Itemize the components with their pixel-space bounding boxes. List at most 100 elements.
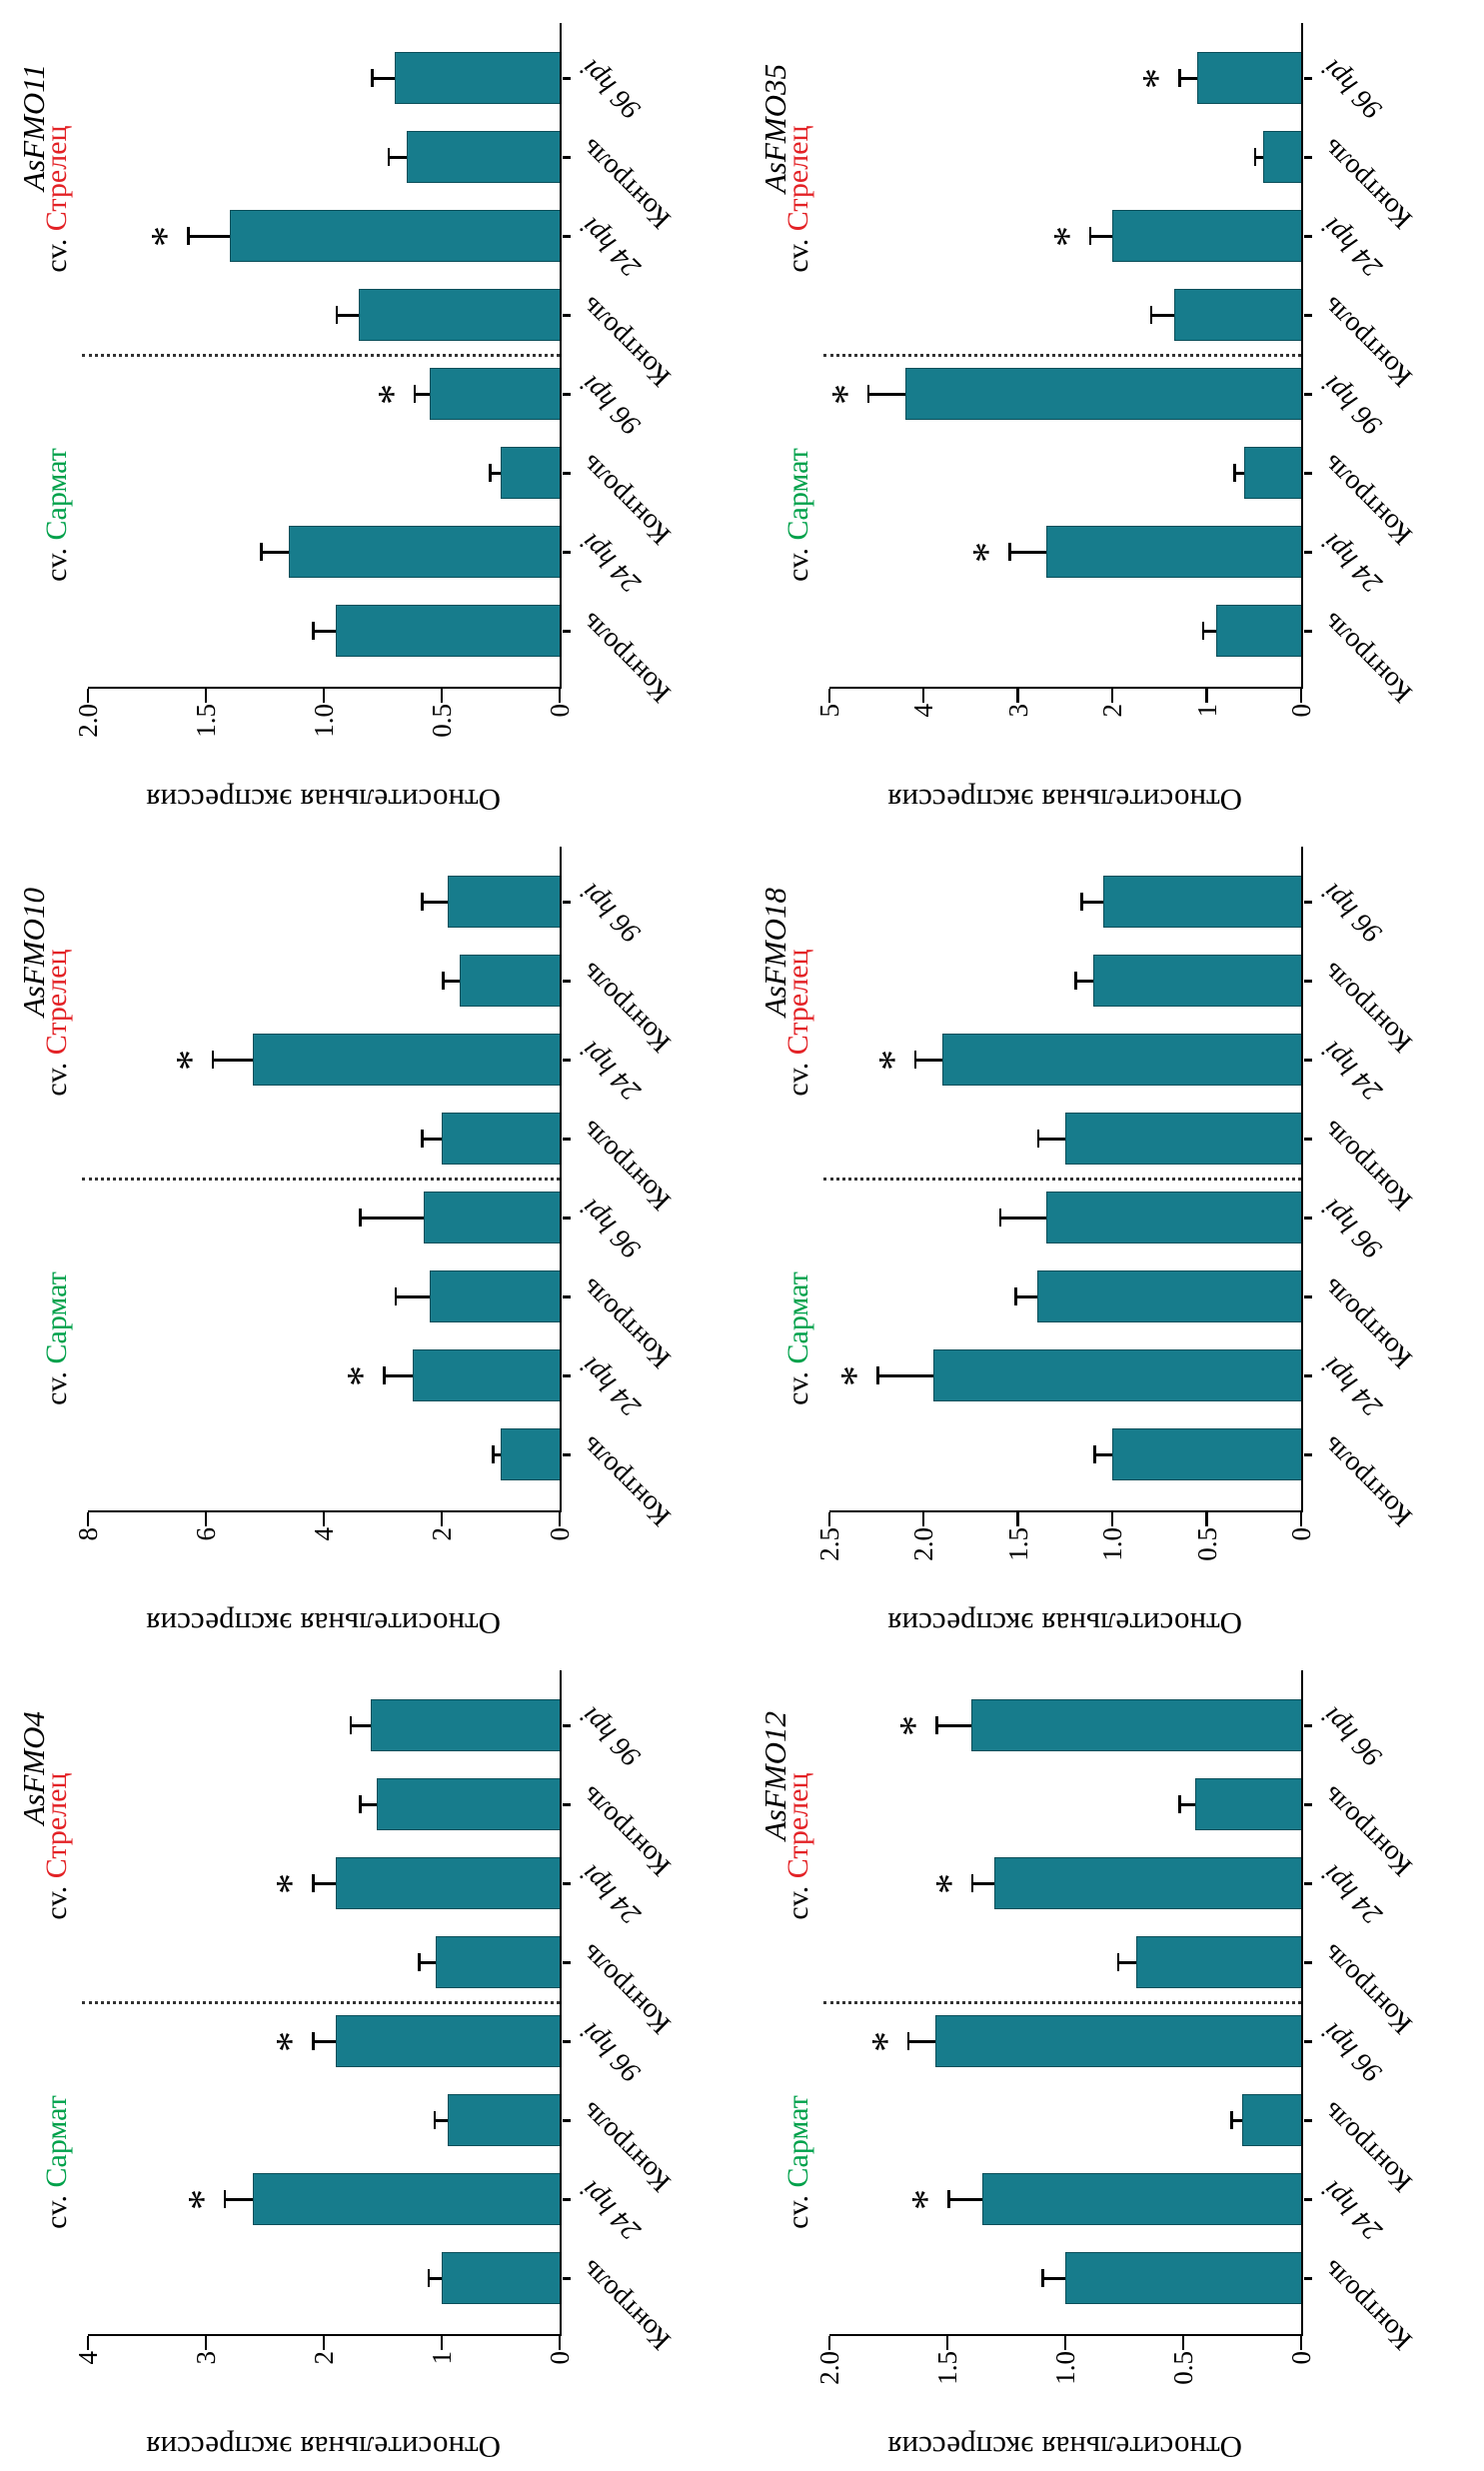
cultivar-separator-line <box>823 354 1301 357</box>
y-tick-mark <box>86 2336 89 2350</box>
bar-asfmo12-1 <box>1065 2252 1301 2305</box>
x-category-label: Контроль <box>575 2253 678 2356</box>
group-label-strelets: cv. Стрелец <box>40 125 74 272</box>
significance-asterisk: * <box>904 2189 950 2210</box>
x-tick-mark <box>1303 551 1312 554</box>
error-bar-line <box>394 1295 431 1298</box>
group-label-strelets: cv. Стрелец <box>781 125 815 272</box>
y-tick-label: 0 <box>545 1527 575 1541</box>
y-tick-label: 1.0 <box>309 704 339 738</box>
x-tick-mark <box>562 314 571 317</box>
group-label-sarmat: cv. Сармат <box>40 448 74 582</box>
error-bar-cap <box>492 1445 495 1464</box>
bar-asfmo12-3 <box>1242 2094 1301 2147</box>
bar-asfmo11-3 <box>501 447 560 500</box>
error-bar-line <box>1093 1453 1113 1456</box>
x-tick-mark <box>1303 156 1312 159</box>
bar-asfmo4-7 <box>377 1778 560 1831</box>
x-category-label: Контроль <box>1316 606 1419 709</box>
significance-asterisk: * <box>269 1873 316 1894</box>
y-tick-mark <box>1299 2336 1302 2350</box>
bar-asfmo10-1 <box>501 1428 560 1481</box>
y-tick-mark <box>86 1512 89 1526</box>
y-tick-mark <box>440 2336 443 2350</box>
x-tick-mark <box>1303 980 1312 983</box>
y-tick-label: 0 <box>545 2351 575 2365</box>
group-label-sarmat: cv. Сармат <box>781 1271 815 1405</box>
y-tick-mark <box>1181 2336 1184 2350</box>
x-tick-mark <box>1303 901 1312 904</box>
x-tick-mark <box>562 1217 571 1220</box>
bar-asfmo35-1 <box>1216 605 1301 658</box>
x-tick-mark <box>562 630 571 633</box>
y-tick-mark <box>921 1512 925 1526</box>
bar-asfmo35-2 <box>1046 526 1301 579</box>
y-tick-label: 1.5 <box>191 704 221 738</box>
x-category-label: 24 hpi <box>1316 1035 1389 1108</box>
y-tick-mark <box>440 1512 443 1526</box>
group-label-cultivar: Стрелец <box>781 125 814 232</box>
error-bar-line <box>935 1724 971 1727</box>
x-category-label: 96 hpi <box>1316 877 1389 950</box>
x-category-label: 24 hpi <box>575 1350 648 1423</box>
y-tick-label: 0 <box>1286 1527 1316 1541</box>
y-tick-mark <box>440 689 443 703</box>
x-category-label: 24 hpi <box>575 1858 648 1931</box>
x-tick-mark <box>562 1724 571 1727</box>
bar-asfmo4-3 <box>447 2094 560 2147</box>
x-tick-mark <box>562 2198 571 2201</box>
y-tick-label: 2.0 <box>73 704 103 738</box>
group-label-prefix: cv. <box>40 1055 73 1097</box>
bar-asfmo35-6 <box>1112 210 1301 263</box>
y-tick-mark <box>1016 1512 1019 1526</box>
bar-asfmo4-2 <box>253 2173 560 2226</box>
bar-asfmo18-8 <box>1102 876 1301 929</box>
bar-asfmo18-1 <box>1112 1428 1301 1481</box>
error-bar-line <box>1008 551 1047 554</box>
significance-asterisk: * <box>144 226 191 247</box>
y-tick-mark <box>558 2336 561 2350</box>
chart-panel-asfmo11: AsFMO11 Относительная экспрессия 0 0.5 1.0 1.… <box>0 0 742 824</box>
x-category-label: 96 hpi <box>1316 369 1389 442</box>
bar-asfmo35-5 <box>1173 289 1301 342</box>
group-label-cultivar: Сармат <box>781 448 814 541</box>
bar-asfmo11-7 <box>406 131 560 184</box>
bar-asfmo11-6 <box>229 210 560 263</box>
x-tick-mark <box>1303 2119 1312 2122</box>
bar-asfmo11-8 <box>394 52 560 105</box>
x-tick-mark <box>562 1138 571 1141</box>
error-bar-cap <box>312 622 315 641</box>
x-tick-mark <box>1303 2277 1312 2280</box>
group-label-sarmat: cv. Сармат <box>781 448 815 582</box>
y-tick-mark <box>322 2336 325 2350</box>
error-bar-cap <box>1178 1795 1181 1814</box>
group-label-strelets: cv. Стрелец <box>781 949 815 1096</box>
y-tick-label: 1 <box>1191 704 1222 718</box>
significance-asterisk: * <box>927 1873 974 1894</box>
x-category-label: 24 hpi <box>575 2174 648 2247</box>
group-label-prefix: cv. <box>40 2187 73 2229</box>
error-bar-line <box>947 2198 983 2201</box>
x-tick-mark <box>562 1059 571 1062</box>
bar-asfmo11-4 <box>430 368 560 421</box>
x-category-label: 24 hpi <box>575 527 648 600</box>
y-tick-mark <box>322 689 325 703</box>
x-tick-mark <box>562 1374 571 1377</box>
error-bar-line <box>442 980 460 983</box>
x-category-label: 24 hpi <box>1316 211 1389 284</box>
error-bar-line <box>1178 77 1198 80</box>
group-label-sarmat: cv. Сармат <box>40 2095 74 2229</box>
y-tick-label: 3 <box>1002 704 1033 718</box>
y-tick-label: 1 <box>427 2351 457 2365</box>
x-tick-mark <box>1303 235 1312 238</box>
bar-asfmo11-2 <box>288 526 560 579</box>
group-label-cultivar: Сармат <box>40 2095 73 2188</box>
group-label-cultivar: Стрелец <box>781 1772 814 1879</box>
x-tick-mark <box>1303 77 1312 80</box>
y-axis-label: Относительная экспрессия <box>887 1606 1243 1641</box>
x-tick-mark <box>562 551 571 554</box>
group-label-strelets: cv. Стрелец <box>781 1772 815 1919</box>
y-tick-mark <box>204 1512 207 1526</box>
plot-area: * * * * <box>823 23 1312 689</box>
